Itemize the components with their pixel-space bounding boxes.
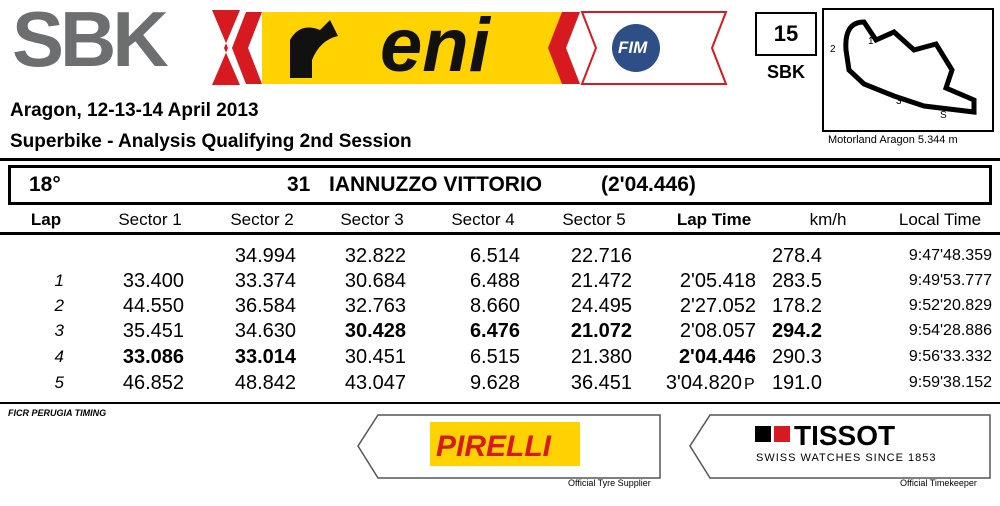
column-header: Local Time: [898, 210, 982, 229]
time-cell: 33.374: [234, 270, 296, 292]
column-header: Sector 3: [340, 210, 404, 229]
table-rule: [0, 402, 1000, 404]
time-cell: 36.451: [570, 372, 632, 394]
session-title: Superbike - Analysis Qualifying 2nd Sess…: [10, 131, 412, 152]
column-header: Sector 2: [230, 210, 294, 229]
pirelli-logo: PIRELLI: [436, 430, 552, 463]
time-cell: 34.630: [234, 320, 296, 342]
corner-label: 2: [830, 44, 836, 55]
track-outline: [843, 19, 977, 115]
time-cell: 21.072: [570, 320, 632, 342]
time-cell: 46.852: [122, 372, 184, 394]
time-cell: 33.086: [122, 346, 184, 368]
time-cell: 9.628: [469, 372, 520, 394]
column-header: Sector 5: [562, 210, 626, 229]
position: 18°: [29, 173, 61, 196]
pirelli-caption: Official Tyre Supplier: [568, 478, 651, 488]
lap-number: 3: [54, 321, 64, 340]
time-cell: 32.763: [344, 295, 406, 317]
time-cell: 34.994: [234, 245, 296, 267]
time-cell: 33.014: [234, 346, 296, 368]
sponsor-frames: [357, 414, 991, 479]
column-header: Sector 1: [118, 210, 182, 229]
time-cell: 3'04.820: [665, 372, 742, 394]
lap-note: P: [744, 376, 755, 393]
time-cell: 278.4: [771, 245, 822, 267]
track-map: 1 2 3 S: [822, 8, 994, 132]
time-cell: 9:49'53.777: [908, 272, 992, 289]
table-rule: [0, 232, 1000, 235]
time-cell: 6.514: [469, 245, 520, 267]
lap-number: 1: [54, 271, 64, 290]
rider-number: 31: [287, 173, 311, 196]
rider-name: IANNUZZO VITTORIO: [329, 173, 543, 196]
time-cell: 6.488: [469, 270, 520, 292]
class-number: 15: [755, 12, 817, 56]
tissot-logo: TISSOT: [794, 420, 896, 451]
column-header: km/h: [809, 210, 847, 229]
lap-number: 4: [54, 347, 64, 366]
logo-graphics: [212, 10, 728, 85]
time-cell: 21.472: [570, 270, 632, 292]
timing-credit: FICR PERUGIA TIMING: [8, 408, 107, 418]
time-cell: 43.047: [344, 372, 406, 394]
fim-logo: FIM: [618, 38, 648, 57]
time-cell: 30.451: [344, 346, 406, 368]
time-cell: 44.550: [122, 295, 184, 317]
time-cell: 9:52'20.829: [908, 297, 992, 314]
lap-number: 2: [54, 296, 64, 315]
time-cell: 294.2: [771, 320, 822, 342]
time-cell: 22.716: [570, 245, 632, 267]
time-cell: 9:56'33.332: [908, 348, 992, 365]
time-cell: 36.584: [234, 295, 296, 317]
eni-logo: eni: [380, 3, 490, 88]
time-cell: 24.495: [570, 295, 632, 317]
column-header: Sector 4: [451, 210, 515, 229]
track-label: Motorland Aragon 5.344 m: [828, 134, 958, 146]
corner-label: 3: [896, 96, 902, 107]
sbk-logo: SBK: [12, 0, 169, 83]
corner-label: S: [940, 110, 947, 121]
time-cell: 191.0: [771, 372, 822, 394]
corner-label: 1: [868, 36, 874, 47]
time-cell: 2'08.057: [679, 320, 756, 342]
time-cell: 9:54'28.886: [908, 322, 992, 339]
time-cell: 8.660: [469, 295, 520, 317]
time-cell: 2'05.418: [679, 270, 756, 292]
time-cell: 178.2: [771, 295, 822, 317]
time-cell: 6.476: [469, 320, 520, 342]
divider: [0, 158, 1000, 161]
time-cell: 9:47'48.359: [908, 247, 992, 264]
tissot-caption: Official Timekeeper: [900, 478, 977, 488]
column-header: Lap Time: [676, 210, 752, 229]
time-cell: 283.5: [771, 270, 822, 292]
time-cell: 30.684: [344, 270, 406, 292]
time-cell: 290.3: [771, 346, 822, 368]
time-cell: 6.515: [469, 346, 520, 368]
time-cell: 30.428: [344, 320, 406, 342]
time-cell: 21.380: [570, 346, 632, 368]
time-cell: 48.842: [234, 372, 296, 394]
tissot-tagline: SWISS WATCHES SINCE 1853: [756, 452, 937, 464]
lap-number: 5: [54, 373, 64, 392]
class-label: SBK: [766, 62, 805, 82]
time-cell: 35.451: [122, 320, 184, 342]
event-title: Aragon, 12-13-14 April 2013: [10, 100, 259, 121]
column-header: Lap: [30, 210, 62, 229]
time-cell: 32.822: [344, 245, 406, 267]
rider-box: 18° 31 IANNUZZO VITTORIO (2'04.446): [8, 165, 992, 205]
time-cell: 2'04.446: [678, 346, 756, 368]
time-cell: 2'27.052: [679, 295, 756, 317]
time-cell: 33.400: [122, 270, 184, 292]
time-cell: 9:59'38.152: [908, 374, 992, 391]
best-lap: (2'04.446): [601, 173, 696, 196]
